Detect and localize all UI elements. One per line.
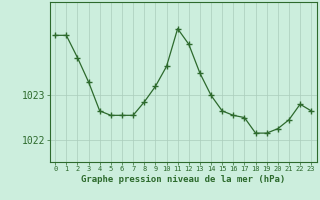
- X-axis label: Graphe pression niveau de la mer (hPa): Graphe pression niveau de la mer (hPa): [81, 175, 285, 184]
